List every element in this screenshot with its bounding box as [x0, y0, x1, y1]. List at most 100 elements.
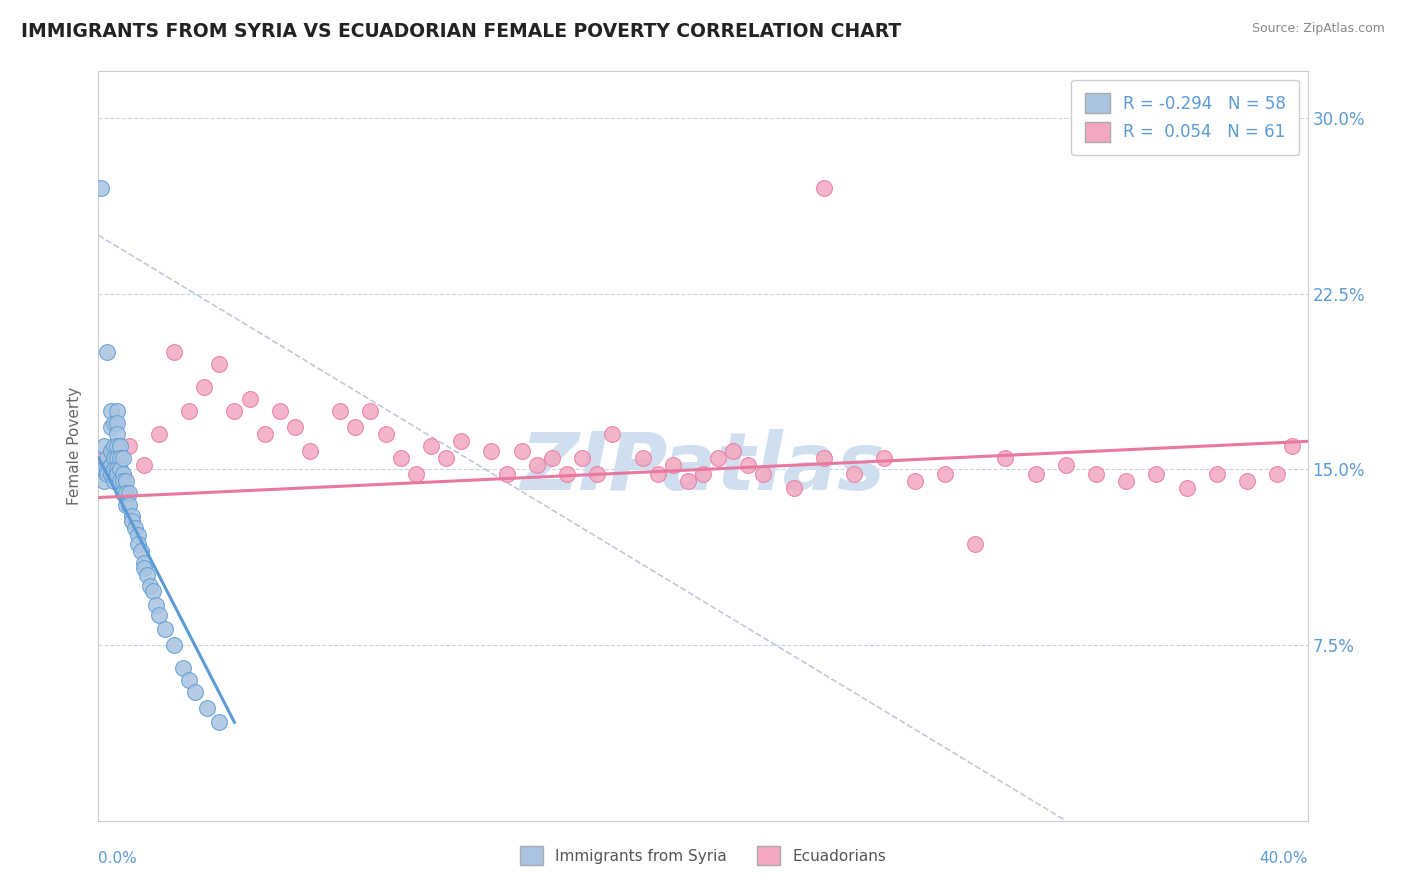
Point	[114, 498, 136, 512]
Point	[129, 544, 152, 558]
Point	[103, 439, 125, 453]
Point	[253, 427, 276, 442]
Y-axis label: Female Poverty: Female Poverty	[67, 387, 83, 505]
Point	[1085, 467, 1108, 482]
Point	[602, 427, 624, 442]
Point	[105, 450, 128, 465]
Point	[111, 467, 134, 482]
Point	[118, 439, 141, 453]
Point	[495, 467, 517, 482]
Point	[195, 701, 218, 715]
Point	[132, 561, 155, 575]
Point	[586, 467, 609, 482]
Point	[405, 467, 427, 482]
Point	[224, 404, 246, 418]
Point	[208, 357, 231, 371]
Point	[114, 474, 136, 488]
Point	[96, 345, 118, 359]
Point	[647, 467, 669, 482]
Point	[96, 467, 118, 482]
Point	[783, 481, 806, 495]
Text: ZIPatlas: ZIPatlas	[520, 429, 886, 508]
Point	[121, 514, 143, 528]
Point	[111, 474, 134, 488]
Point	[103, 450, 125, 465]
Point	[93, 450, 115, 465]
Point	[96, 462, 118, 476]
Point	[100, 443, 122, 458]
Point	[127, 528, 149, 542]
Point	[284, 420, 307, 434]
Text: 40.0%: 40.0%	[1260, 851, 1308, 865]
Point	[105, 404, 128, 418]
Point	[344, 420, 367, 434]
Point	[118, 498, 141, 512]
Point	[481, 443, 503, 458]
Point	[100, 458, 122, 472]
Point	[329, 404, 352, 418]
Point	[108, 474, 131, 488]
Point	[526, 458, 548, 472]
Point	[707, 450, 730, 465]
Point	[103, 474, 125, 488]
Point	[540, 450, 562, 465]
Point	[135, 567, 157, 582]
Point	[103, 462, 125, 476]
Point	[360, 404, 382, 418]
Point	[1281, 439, 1303, 453]
Point	[90, 181, 112, 195]
Point	[105, 462, 128, 476]
Point	[1206, 467, 1229, 482]
Point	[571, 450, 593, 465]
Point	[193, 380, 215, 394]
Point	[172, 661, 194, 675]
Point	[299, 443, 322, 458]
Point	[148, 607, 170, 622]
Point	[103, 467, 125, 482]
Point	[163, 638, 186, 652]
Point	[904, 474, 927, 488]
Point	[132, 556, 155, 570]
Point	[179, 673, 201, 688]
Point	[105, 416, 128, 430]
Point	[105, 467, 128, 482]
Point	[132, 458, 155, 472]
Point	[676, 474, 699, 488]
Legend: Immigrants from Syria, Ecuadorians: Immigrants from Syria, Ecuadorians	[513, 840, 893, 871]
Point	[93, 474, 115, 488]
Point	[208, 715, 231, 730]
Point	[184, 685, 207, 699]
Point	[148, 427, 170, 442]
Text: 0.0%: 0.0%	[98, 851, 138, 865]
Point	[737, 458, 759, 472]
Point	[93, 462, 115, 476]
Point	[108, 439, 131, 453]
Point	[692, 467, 714, 482]
Point	[723, 443, 745, 458]
Point	[118, 485, 141, 500]
Point	[813, 450, 835, 465]
Point	[108, 450, 131, 465]
Point	[389, 450, 412, 465]
Point	[510, 443, 533, 458]
Point	[114, 485, 136, 500]
Text: IMMIGRANTS FROM SYRIA VS ECUADORIAN FEMALE POVERTY CORRELATION CHART: IMMIGRANTS FROM SYRIA VS ECUADORIAN FEMA…	[21, 22, 901, 41]
Point	[105, 439, 128, 453]
Point	[844, 467, 866, 482]
Point	[93, 439, 115, 453]
Point	[163, 345, 186, 359]
Point	[100, 467, 122, 482]
Point	[100, 420, 122, 434]
Point	[752, 467, 775, 482]
Point	[1144, 467, 1167, 482]
Legend: R = -0.294   N = 58, R =  0.054   N = 61: R = -0.294 N = 58, R = 0.054 N = 61	[1071, 79, 1299, 155]
Point	[434, 450, 457, 465]
Point	[1267, 467, 1289, 482]
Point	[1115, 474, 1137, 488]
Point	[420, 439, 443, 453]
Point	[124, 521, 146, 535]
Point	[100, 404, 122, 418]
Point	[661, 458, 683, 472]
Point	[813, 181, 835, 195]
Point	[1024, 467, 1046, 482]
